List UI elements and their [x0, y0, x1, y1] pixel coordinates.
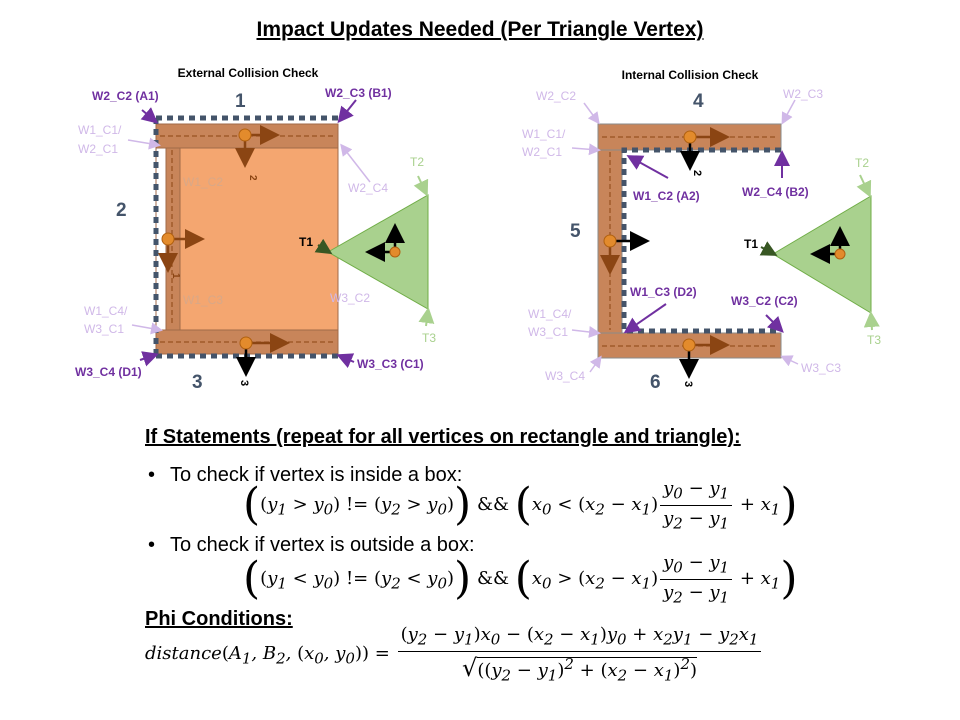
- collision-diagrams: External Collision Check 2 1 3: [75, 66, 881, 393]
- label-w2c1: W2_C1: [78, 142, 118, 156]
- internal-t2-label: T2: [855, 156, 869, 170]
- label-w1c2-a2: W1_C2 (A2): [633, 189, 700, 203]
- internal-collision-diagram: Internal Collision Check 2 3: [571, 68, 880, 387]
- label-w1c3-d2: W1_C3 (D2): [630, 285, 697, 299]
- label-w3c3-c1: W3_C3 (C1): [357, 357, 424, 371]
- label-w3c2: W3_C2: [330, 291, 370, 305]
- external-t1-label: T1: [299, 235, 313, 249]
- external-t2-label: T2: [410, 155, 424, 169]
- internal-t1-label: T1: [744, 237, 758, 251]
- label-w1c4: W1_C4/: [84, 304, 128, 318]
- distance-formula: distance(A1, B2, (x0, y0)) = (y2 − y1)x0…: [145, 624, 763, 684]
- external-axis-label-2: 2: [247, 175, 258, 181]
- internal-t3-label: T3: [867, 333, 881, 347]
- label-int-w2c3: W2_C3: [783, 87, 823, 101]
- wall-number-1: 1: [235, 91, 246, 112]
- bullet-outside: • To check if vertex is outside a box:: [148, 534, 475, 557]
- label-w2c3-b1: W2_C3 (B1): [325, 86, 392, 100]
- label-int-w3c1: W3_C1: [528, 325, 568, 339]
- wall-number-6: 6: [650, 372, 661, 393]
- inside-condition-formula: ((y1 > y0) != (y2 > y0)) && (x0 < (x2 − …: [243, 478, 798, 533]
- label-w1c1: W1_C1/: [78, 123, 122, 137]
- external-axis-label-1: 1: [170, 273, 181, 279]
- wall-number-5: 5: [570, 221, 581, 242]
- external-heading: External Collision Check: [178, 66, 319, 80]
- phi-conditions-heading: Phi Conditions:: [145, 608, 293, 630]
- label-w2c4: W2_C4: [348, 181, 388, 195]
- bullet-outside-text: To check if vertex is outside a box:: [170, 534, 475, 556]
- label-w1c3: W1_C3: [183, 293, 223, 307]
- internal-axis-label-3: 3: [682, 381, 694, 387]
- internal-labels: W2_C2 W2_C3 W1_C1/ W2_C1 W1_C2 (A2) W2_C…: [522, 87, 881, 393]
- label-w2c4-b2: W2_C4 (B2): [742, 185, 809, 199]
- wall-number-3: 3: [192, 372, 203, 393]
- bullet-dot: •: [148, 464, 156, 486]
- label-int-w2c1: W2_C1: [522, 145, 562, 159]
- bullet-inside-text: To check if vertex is inside a box:: [170, 464, 463, 486]
- label-int-w1c1: W1_C1/: [522, 127, 566, 141]
- external-axes: [158, 125, 290, 377]
- label-w1c2: W1_C2: [183, 175, 223, 189]
- label-w2c2-a1: W2_C2 (A1): [92, 89, 159, 103]
- external-dashed-border: [153, 115, 338, 356]
- external-t3-label: T3: [422, 331, 436, 345]
- external-labels: W2_C2 (A1) W2_C3 (B1) W1_C1/ W2_C1 W1_C2…: [75, 86, 436, 393]
- if-statements-heading: If Statements (repeat for all vertices o…: [145, 426, 741, 448]
- label-w3c1: W3_C1: [84, 322, 124, 336]
- label-w3c4-d1: W3_C4 (D1): [75, 365, 142, 379]
- wall-number-2: 2: [116, 200, 127, 221]
- page-title: Impact Updates Needed (Per Triangle Vert…: [256, 18, 704, 41]
- external-collision-diagram: External Collision Check 2 1 3: [127, 66, 435, 386]
- internal-axes: [600, 127, 730, 379]
- internal-axis-label-2: 2: [691, 170, 703, 176]
- bullet-dot: •: [148, 534, 156, 556]
- label-int-w1c4: W1_C4/: [528, 307, 572, 321]
- label-int-w3c3: W3_C3: [801, 361, 841, 375]
- internal-heading: Internal Collision Check: [622, 68, 759, 82]
- label-int-w2c2: W2_C2: [536, 89, 576, 103]
- label-int-w3c4: W3_C4: [545, 369, 585, 383]
- wall-number-4: 4: [693, 91, 704, 112]
- bullet-inside: • To check if vertex is inside a box:: [148, 464, 462, 487]
- external-axis-label-3: 3: [238, 380, 250, 386]
- label-w3c2-c2: W3_C2 (C2): [731, 294, 798, 308]
- outside-condition-formula: ((y1 < y0) != (y2 < y0)) && (x0 > (x2 − …: [243, 552, 798, 607]
